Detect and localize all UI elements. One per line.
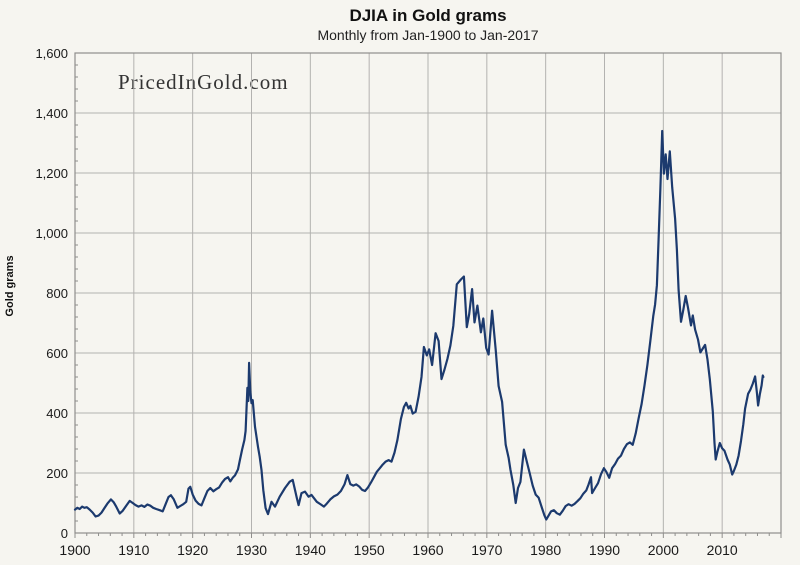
y-tick-label: 1,200 <box>35 165 68 181</box>
x-tick-label: 1960 <box>412 542 444 558</box>
watermark-text: PricedInGold.com <box>118 70 289 94</box>
y-tick-label: 400 <box>46 405 68 421</box>
x-tick-label: 1920 <box>177 542 209 558</box>
y-tick-label: 1,000 <box>35 225 68 241</box>
x-tick-label: 1900 <box>59 542 91 558</box>
x-tick-label: 2010 <box>706 542 738 558</box>
x-tick-label: 1980 <box>530 542 562 558</box>
x-tick-label: 1950 <box>353 542 385 558</box>
x-tick-label: 1990 <box>588 542 621 558</box>
y-tick-label: 800 <box>46 285 68 301</box>
x-tick-label: 1930 <box>235 542 268 558</box>
y-tick-label: 600 <box>46 345 68 361</box>
x-tick-label: 2000 <box>647 542 679 558</box>
y-tick-label: 1,600 <box>35 45 68 61</box>
x-tick-label: 1970 <box>471 542 503 558</box>
y-tick-label: 0 <box>60 525 68 541</box>
y-tick-label: 200 <box>46 465 68 481</box>
x-tick-label: 1940 <box>294 542 326 558</box>
x-tick-label: 1910 <box>118 542 150 558</box>
data-line <box>73 129 765 521</box>
chart-subtitle: Monthly from Jan-1900 to Jan-2017 <box>317 27 539 43</box>
chart-title: DJIA in Gold grams <box>349 6 507 25</box>
y-tick-label: 1,400 <box>35 105 68 121</box>
